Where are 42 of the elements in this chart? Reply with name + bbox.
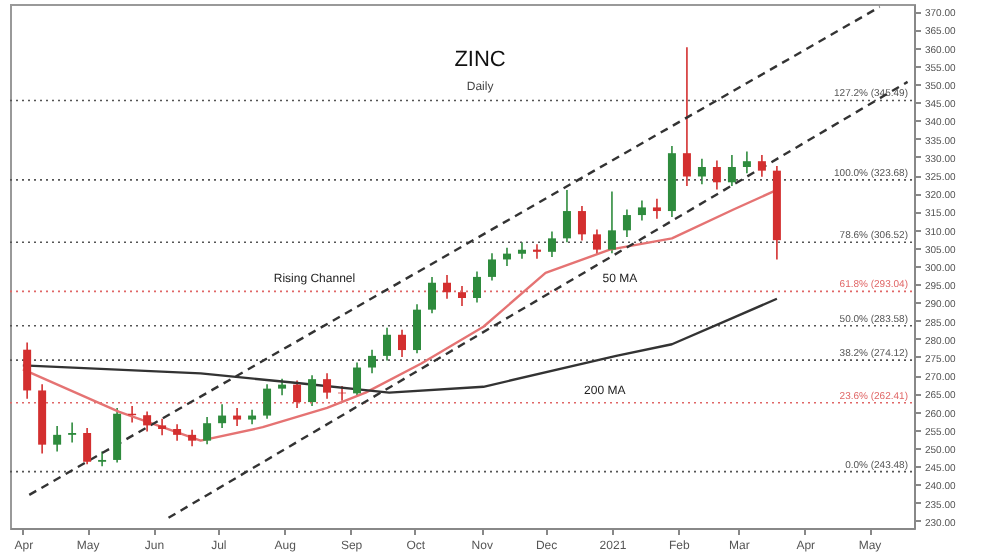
candlestick — [757, 154, 766, 178]
candlestick — [53, 425, 62, 453]
candlestick — [353, 361, 362, 398]
candlestick — [233, 407, 242, 427]
candlestick — [487, 252, 496, 282]
candlestick — [532, 243, 541, 260]
candlestick — [368, 348, 377, 375]
candlestick — [428, 276, 437, 315]
candlestick — [263, 383, 272, 420]
candlestick — [637, 199, 646, 222]
candlestick — [398, 328, 407, 358]
candlestick — [413, 303, 422, 355]
candlestick — [443, 274, 451, 300]
candlestick — [203, 416, 212, 446]
candlestick — [383, 327, 392, 362]
candlestick — [113, 407, 122, 464]
candlestick — [652, 197, 661, 220]
candlestick — [218, 403, 227, 429]
candlestick — [712, 159, 721, 191]
candlestick — [158, 418, 167, 437]
candlestick — [577, 205, 586, 242]
candlestick — [547, 230, 556, 258]
candlestick — [727, 154, 736, 187]
candlestick — [293, 379, 302, 409]
candlestick — [682, 46, 691, 187]
candlestick — [458, 285, 466, 307]
candlestick — [742, 150, 751, 175]
candlestick — [562, 189, 571, 244]
candlestick — [23, 341, 32, 400]
candlestick — [68, 421, 77, 444]
candlestick — [592, 228, 601, 256]
candlestick — [98, 450, 107, 467]
candlestick — [143, 410, 152, 433]
candlestick — [308, 374, 317, 407]
candlestick — [323, 372, 332, 400]
candlestick — [473, 270, 481, 304]
candlestick — [83, 427, 92, 466]
text: ZINC — [454, 48, 506, 72]
candlestick — [517, 241, 526, 260]
candlestick — [607, 190, 616, 255]
candlestick — [622, 208, 631, 238]
candlestick — [697, 157, 706, 185]
